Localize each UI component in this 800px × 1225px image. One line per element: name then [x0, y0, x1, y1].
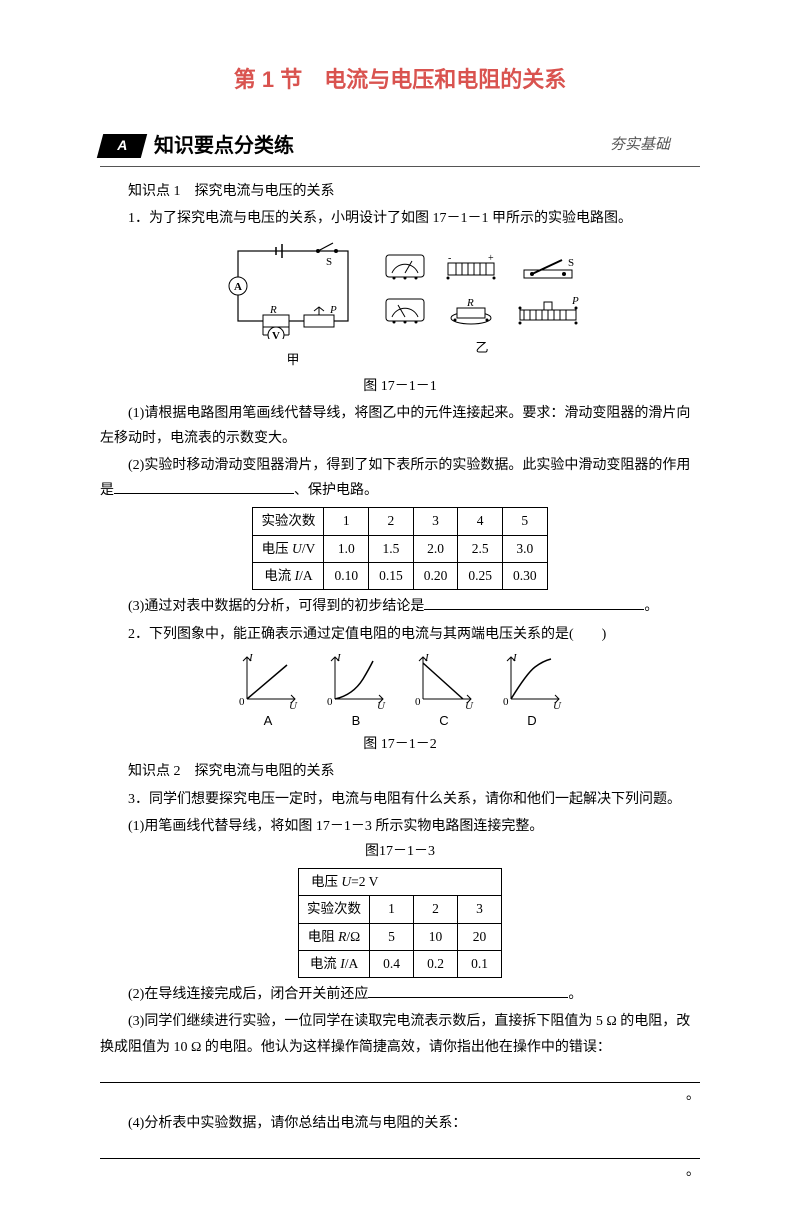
banner-text: 知识要点分类练 — [154, 128, 294, 164]
blank-input[interactable] — [368, 984, 568, 998]
svg-text:P: P — [571, 296, 579, 307]
period: 。 — [100, 1159, 700, 1184]
q3-p2: (2)在导线连接完成后，闭合开关前还应。 — [100, 982, 700, 1007]
svg-text:P: P — [329, 304, 337, 316]
svg-text:+: + — [488, 253, 494, 264]
meter2-icon — [382, 295, 428, 335]
label-S: S — [326, 256, 332, 268]
resistor-icon: R — [442, 296, 500, 334]
graph-d: 0IU D — [499, 651, 565, 732]
svg-text:0: 0 — [239, 696, 245, 708]
svg-text:U: U — [553, 700, 562, 709]
graph-b: 0IU B — [323, 651, 389, 732]
label-jia: 甲 — [218, 348, 368, 371]
svg-text:0: 0 — [415, 696, 421, 708]
q2-text: 2．下列图象中，能正确表示通过定值电阻的电流与其两端电压关系的是( ) — [100, 622, 700, 647]
svg-text:I: I — [248, 652, 254, 664]
meter-icon — [382, 251, 428, 291]
circuit-jia: S A R P V 甲 — [218, 239, 368, 372]
q3-p3: (3)同学们继续进行实验，一位同学在读取完电流表示数后，直接拆下阻值为 5 Ω … — [100, 1009, 700, 1059]
label-yi: 乙 — [382, 336, 582, 359]
switch-icon: S — [514, 252, 582, 290]
svg-text:R: R — [269, 304, 277, 316]
svg-text:-: - — [448, 253, 451, 264]
q3-p4: (4)分析表中实验数据，请你总结出电流与电阻的关系： — [100, 1111, 700, 1136]
blank-input[interactable] — [114, 480, 294, 494]
graph-c: 0IU C — [411, 651, 477, 732]
banner-sub: 夯实基础 — [610, 132, 670, 159]
svg-text:S: S — [568, 257, 574, 269]
svg-text:U: U — [289, 700, 298, 709]
figure-17-1-1: S A R P V 甲 — [100, 239, 700, 372]
svg-text:0: 0 — [327, 696, 333, 708]
kp1: 知识点 1 探究电流与电压的关系 1．为了探究电流与电压的关系，小明设计了如图 … — [100, 179, 700, 758]
q3-text: 3．同学们想要探究电压一定时，电流与电阻有什么关系，请你和他们一起解决下列问题。 — [100, 787, 700, 812]
blank-line[interactable] — [100, 1140, 700, 1160]
table-experiment-1: 实验次数12345 电压 U/V1.01.52.02.53.0 电流 I/A0.… — [252, 507, 547, 590]
svg-text:I: I — [336, 652, 342, 664]
svg-text:A: A — [234, 281, 242, 293]
svg-text:I: I — [512, 652, 518, 664]
page-title: 第 1 节 电流与电压和电阻的关系 — [100, 60, 700, 100]
svg-text:U: U — [465, 700, 474, 709]
fig-17-1-2-caption: 图 17－1－2 — [100, 732, 700, 757]
components-yi: -+ S R P 乙 — [382, 251, 582, 360]
badge-a: A — [97, 134, 147, 158]
q3-p1: (1)用笔画线代替导线，将如图 17－1－3 所示实物电路图连接完整。 — [100, 814, 700, 839]
svg-text:V: V — [272, 330, 280, 339]
svg-text:I: I — [424, 652, 430, 664]
period: 。 — [100, 1083, 700, 1108]
table-experiment-2: 电压 U=2 V 实验次数123 电阻 R/Ω51020 电流 I/A0.40.… — [298, 868, 502, 978]
blank-input[interactable] — [424, 596, 644, 610]
rheostat-icon: P — [514, 296, 582, 334]
graphs-17-1-2: 0IU A 0IU B 0IU C 0IU D — [100, 651, 700, 732]
graph-a: 0IU A — [235, 651, 301, 732]
fig-17-1-1-caption: 图 17－1－1 — [100, 374, 700, 399]
kp2: 知识点 2 探究电流与电阻的关系 3．同学们想要探究电压一定时，电流与电阻有什么… — [100, 759, 700, 1184]
q1-p1: (1)请根据电路图用笔画线代替导线，将图乙中的元件连接起来。要求：滑动变阻器的滑… — [100, 401, 700, 451]
battery-icon: -+ — [442, 253, 500, 289]
kp1-heading: 知识点 1 探究电流与电压的关系 — [100, 179, 700, 204]
q1-p3: (3)通过对表中数据的分析，可得到的初步结论是。 — [100, 594, 700, 619]
section-banner: A 知识要点分类练 夯实基础 — [100, 128, 700, 167]
svg-text:R: R — [466, 297, 474, 309]
blank-line[interactable] — [100, 1064, 700, 1084]
fig-17-1-3-caption: 图17－1－3 — [100, 839, 700, 864]
q1-p2: (2)实验时移动滑动变阻器滑片，得到了如下表所示的实验数据。此实验中滑动变阻器的… — [100, 453, 700, 503]
svg-text:U: U — [377, 700, 386, 709]
q1-text: 1．为了探究电流与电压的关系，小明设计了如图 17－1－1 甲所示的实验电路图。 — [100, 206, 700, 231]
kp2-heading: 知识点 2 探究电流与电阻的关系 — [100, 759, 700, 784]
svg-text:0: 0 — [503, 696, 509, 708]
